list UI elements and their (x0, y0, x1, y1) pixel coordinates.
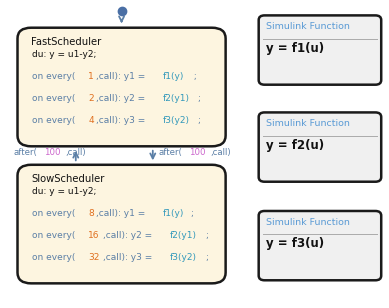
Text: 4: 4 (88, 116, 94, 125)
Text: ;: ; (191, 72, 196, 81)
Text: y = f2(u): y = f2(u) (266, 139, 324, 152)
Text: f2(y1): f2(y1) (170, 231, 197, 240)
Text: Simulink Function: Simulink Function (266, 119, 350, 128)
Text: 32: 32 (88, 253, 100, 262)
Text: f2(y1): f2(y1) (163, 94, 189, 103)
FancyBboxPatch shape (259, 211, 381, 280)
Text: f1(y): f1(y) (163, 72, 184, 81)
Text: 1: 1 (88, 72, 94, 81)
Text: on every(: on every( (32, 72, 76, 81)
Text: 100: 100 (189, 148, 206, 157)
Text: 8: 8 (88, 209, 94, 218)
Text: after(: after( (14, 148, 37, 157)
Text: Simulink Function: Simulink Function (266, 218, 350, 227)
Text: after(: after( (159, 148, 182, 157)
FancyBboxPatch shape (259, 15, 381, 85)
Text: ;: ; (198, 94, 200, 103)
Text: ;: ; (198, 116, 200, 125)
Text: du: y = u1-y2;: du: y = u1-y2; (32, 50, 96, 59)
Text: ,call): y1 =: ,call): y1 = (96, 72, 148, 81)
FancyBboxPatch shape (18, 165, 226, 283)
Text: f3(y2): f3(y2) (170, 253, 197, 262)
Text: ;: ; (205, 231, 208, 240)
FancyBboxPatch shape (259, 112, 381, 182)
Text: ;: ; (205, 253, 208, 262)
Text: on every(: on every( (32, 209, 76, 218)
Text: y = f3(u): y = f3(u) (266, 237, 324, 250)
Text: ;: ; (191, 209, 193, 218)
Text: on every(: on every( (32, 253, 76, 262)
Text: 16: 16 (88, 231, 100, 240)
Text: on every(: on every( (32, 231, 76, 240)
Text: f1(y): f1(y) (163, 209, 184, 218)
Text: ,call): ,call) (211, 148, 231, 157)
Text: SlowScheduler: SlowScheduler (31, 174, 105, 184)
Text: on every(: on every( (32, 94, 76, 103)
Text: Simulink Function: Simulink Function (266, 22, 350, 31)
Text: y = f1(u): y = f1(u) (266, 42, 324, 55)
Text: ,call): y1 =: ,call): y1 = (96, 209, 148, 218)
Text: ,call): y2 =: ,call): y2 = (103, 231, 155, 240)
Text: on every(: on every( (32, 116, 76, 125)
Text: ,call): ,call) (66, 148, 86, 157)
Text: 100: 100 (44, 148, 61, 157)
FancyBboxPatch shape (18, 28, 226, 146)
Text: ,call): y3 =: ,call): y3 = (96, 116, 148, 125)
Text: 2: 2 (88, 94, 94, 103)
Text: ,call): y3 =: ,call): y3 = (103, 253, 155, 262)
Text: du: y = u1-y2;: du: y = u1-y2; (32, 187, 96, 196)
Text: ,call): y2 =: ,call): y2 = (96, 94, 147, 103)
Text: f3(y2): f3(y2) (163, 116, 190, 125)
Text: FastScheduler: FastScheduler (31, 37, 102, 47)
